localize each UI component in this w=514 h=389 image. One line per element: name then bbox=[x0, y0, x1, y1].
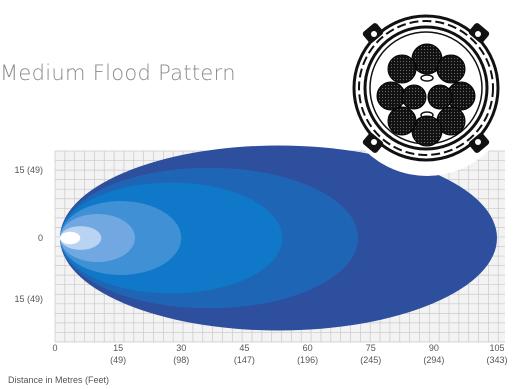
x-tick-label-feet: (294) bbox=[423, 355, 444, 365]
x-tick-label: 0 bbox=[52, 343, 57, 353]
product-image bbox=[339, 0, 514, 176]
x-tick-label: 105 bbox=[489, 343, 504, 353]
x-tick-label: 60 bbox=[303, 343, 313, 353]
x-tick-label-feet: (343) bbox=[486, 355, 507, 365]
x-tick-label: 45 bbox=[239, 343, 249, 353]
led-work-light-front-view-icon bbox=[352, 14, 500, 162]
y-tick-label: 15 (49) bbox=[14, 165, 43, 175]
y-tick-label: 0 bbox=[38, 233, 43, 243]
beam-zone-7 bbox=[60, 231, 81, 245]
x-tick-label: 90 bbox=[429, 343, 439, 353]
x-tick-label: 15 bbox=[113, 343, 123, 353]
x-tick-label-feet: (196) bbox=[297, 355, 318, 365]
y-tick-labels: 15 (49) 0 15 (49) bbox=[14, 165, 43, 304]
x-tick-label-feet: (147) bbox=[234, 355, 255, 365]
x-tick-label-feet: (98) bbox=[173, 355, 189, 365]
x-tick-label-feet: (49) bbox=[110, 355, 126, 365]
y-tick-label: 15 (49) bbox=[14, 294, 43, 304]
x-axis-label: Distance in Metres (Feet) bbox=[8, 375, 110, 385]
x-tick-labels: 0 15 (49) 30 (98) 45 (147) 60 (196) 75 (245) 90 (294… bbox=[52, 343, 507, 365]
chart-title: Medium Flood Pattern bbox=[0, 61, 236, 85]
x-tick-label: 75 bbox=[366, 343, 376, 353]
beam-zones bbox=[60, 145, 497, 331]
x-tick-label: 30 bbox=[176, 343, 186, 353]
x-tick-label-feet: (245) bbox=[360, 355, 381, 365]
